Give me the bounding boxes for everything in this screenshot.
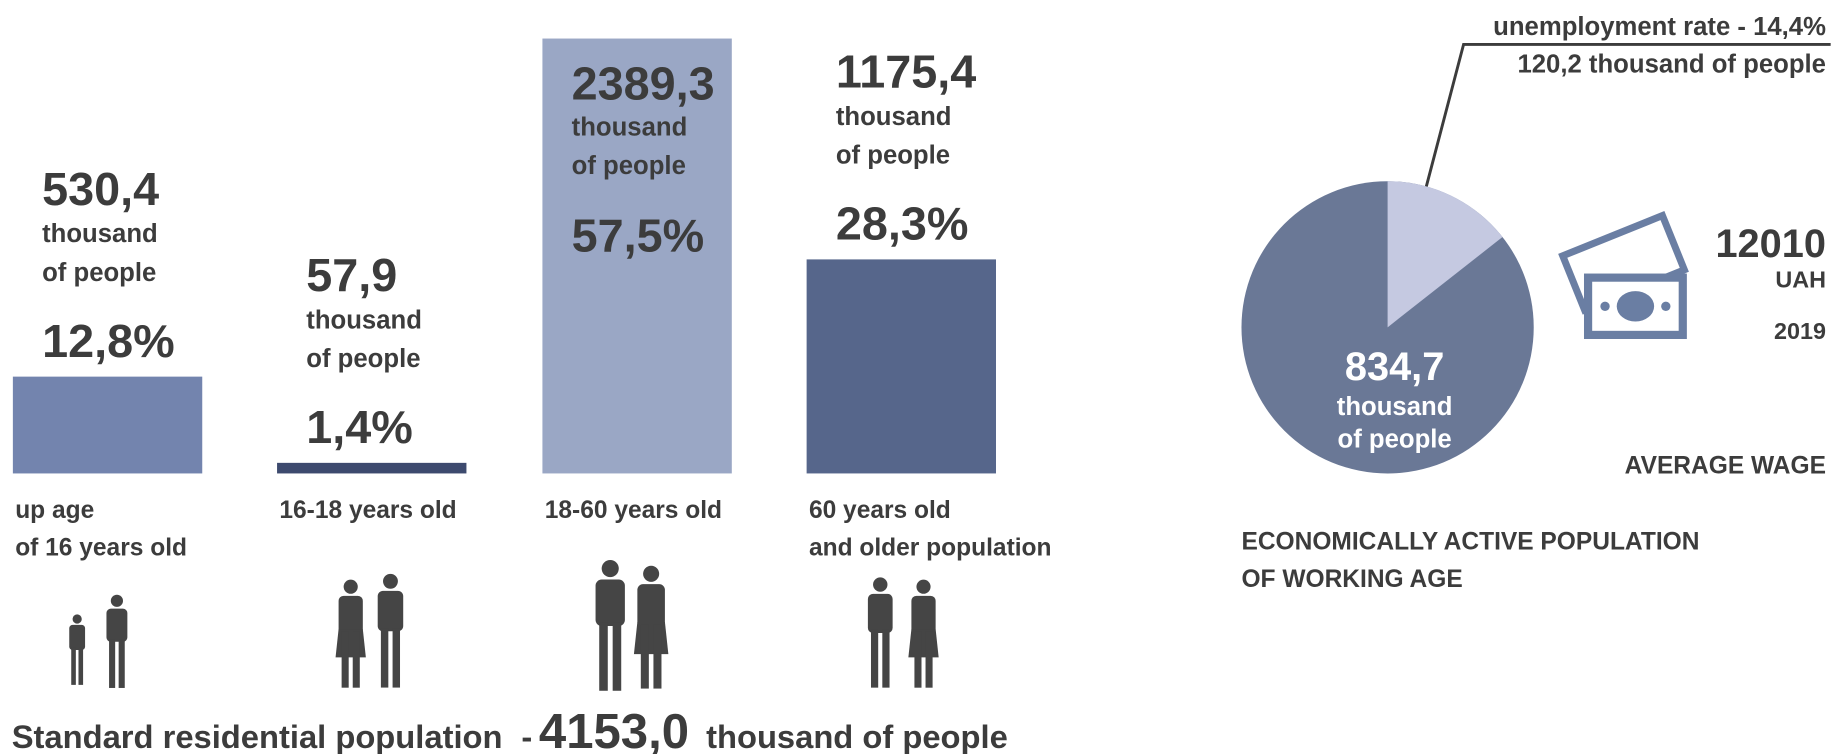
leg — [392, 628, 401, 688]
leg — [599, 622, 608, 691]
category-label: 16-18 years old — [279, 497, 456, 524]
percent-label: 28,3% — [836, 198, 969, 250]
head — [343, 579, 358, 594]
leg — [653, 624, 662, 689]
head — [383, 573, 398, 589]
skirt — [633, 622, 669, 655]
percent-label: 12,8% — [42, 315, 175, 367]
callout-text: 120,2 thousand of people — [1517, 50, 1825, 78]
footer-label: Standard residential population — [12, 718, 503, 754]
bar — [542, 38, 732, 474]
people-icon — [595, 560, 669, 691]
torso — [911, 595, 936, 635]
torso — [637, 584, 665, 628]
leg — [925, 631, 933, 688]
count-unit: of people — [572, 152, 686, 180]
leg — [882, 629, 890, 688]
callout-text: unemployment rate - 14,4% — [1493, 13, 1826, 41]
leg — [341, 631, 349, 688]
torso — [595, 579, 625, 626]
people-icon — [69, 594, 128, 688]
bar — [277, 462, 467, 474]
leg — [118, 639, 125, 688]
leg — [71, 647, 76, 685]
percent-label: 57,5% — [572, 209, 705, 261]
count-unit: of people — [836, 142, 950, 170]
count-value: 2389,3 — [572, 57, 715, 109]
pie-center-unit: thousand — [1337, 393, 1453, 421]
leg — [380, 628, 389, 688]
head — [643, 565, 660, 582]
count-unit: of people — [306, 345, 420, 373]
count-value: 57,9 — [306, 249, 397, 301]
count-unit: thousand — [572, 114, 688, 142]
head — [72, 614, 82, 624]
skirt — [908, 629, 939, 658]
count-unit: thousand — [306, 306, 422, 334]
wage-amount: 12010 — [1715, 222, 1826, 266]
count-unit: thousand — [42, 220, 158, 248]
torso — [69, 624, 86, 650]
leg — [352, 631, 360, 688]
wage-year: 2019 — [1774, 318, 1826, 344]
pie-caption: ECONOMICALLY ACTIVE POPULATION — [1241, 528, 1699, 555]
category-label: 60 years old — [809, 497, 951, 524]
footer-total: 4153,0 — [539, 705, 689, 754]
leg — [109, 639, 116, 688]
pie-center-value: 834,7 — [1345, 345, 1444, 389]
people-icon — [867, 577, 939, 688]
count-value: 530,4 — [42, 163, 159, 215]
wage-currency: UAH — [1775, 267, 1826, 293]
people-icon — [335, 573, 404, 688]
count-value: 1175,4 — [836, 46, 976, 98]
category-label: up age — [15, 497, 94, 524]
leg — [914, 631, 922, 688]
category-label: 18-60 years old — [545, 497, 722, 524]
wage-label: AVERAGE WAGE — [1625, 452, 1826, 479]
leg — [640, 624, 649, 689]
count-unit: of people — [42, 259, 156, 287]
head — [601, 560, 619, 578]
torso — [338, 595, 363, 635]
percent-label: 1,4% — [306, 401, 413, 453]
torso — [106, 608, 128, 642]
category-label: and older population — [809, 534, 1052, 561]
pie-slice — [1387, 181, 1503, 328]
head — [110, 594, 124, 607]
bar — [806, 259, 996, 474]
pie-caption: OF WORKING AGE — [1241, 566, 1462, 593]
head — [873, 577, 888, 592]
money-icon — [1558, 210, 1689, 340]
torso — [867, 593, 893, 634]
head — [916, 579, 931, 594]
footer-dash: - — [521, 718, 532, 754]
skirt — [335, 629, 366, 658]
count-unit: thousand — [836, 103, 952, 131]
torso — [377, 590, 404, 632]
footer-unit: thousand of people — [706, 718, 1008, 754]
pie-center-unit: of people — [1338, 426, 1452, 454]
leg — [612, 622, 622, 691]
leg — [78, 647, 84, 685]
bar — [12, 376, 203, 474]
leg — [870, 629, 879, 688]
callout-line — [1424, 42, 1831, 188]
category-label: of 16 years old — [15, 534, 187, 561]
